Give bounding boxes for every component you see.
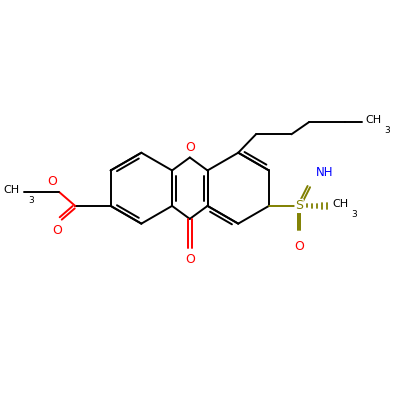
Text: NH: NH [316, 166, 333, 179]
Text: O: O [185, 141, 195, 154]
Text: CH: CH [366, 116, 382, 126]
Text: O: O [47, 175, 57, 188]
Text: 3: 3 [384, 126, 390, 135]
Text: O: O [185, 253, 195, 266]
Text: O: O [52, 224, 62, 237]
Text: CH: CH [332, 199, 348, 209]
Text: S: S [295, 200, 303, 212]
Text: 3: 3 [351, 210, 357, 219]
Text: CH: CH [4, 185, 20, 195]
Text: O: O [294, 240, 304, 253]
Text: 3: 3 [28, 196, 34, 205]
